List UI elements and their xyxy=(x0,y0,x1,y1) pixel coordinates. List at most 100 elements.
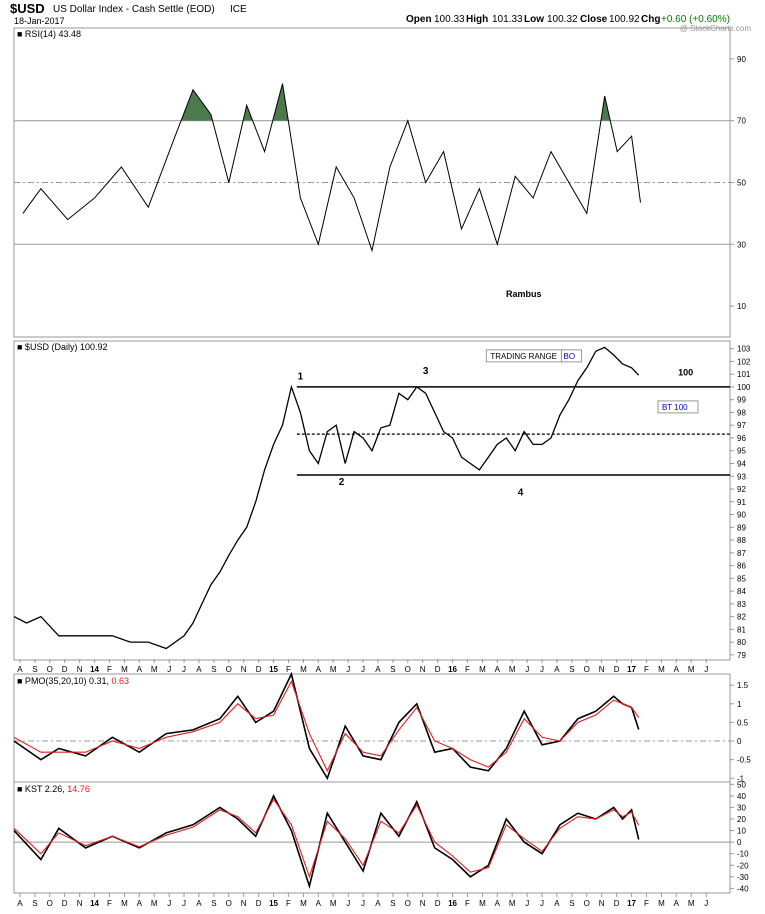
date-tick-label: J xyxy=(182,899,186,908)
price-tick-label: 88 xyxy=(737,536,746,545)
date-tick-label: N xyxy=(241,665,247,674)
date-tick-label: S xyxy=(569,899,574,908)
kst-signal-line xyxy=(13,798,640,879)
kst-tick-label: -20 xyxy=(737,861,749,870)
date-tick-label: A xyxy=(674,899,680,908)
rsi-tick-label: 10 xyxy=(737,302,746,311)
date-tick-label: A xyxy=(554,899,560,908)
close-value: 100.92 xyxy=(609,14,640,25)
date-tick-label: S xyxy=(32,899,37,908)
date-tick-label: J xyxy=(361,899,365,908)
kst-panel: -40 -30 -20 -10 0 10 20 30 40 50 ■ KST 2.26, 14.76 xyxy=(13,780,749,894)
kst-tick-label: 0 xyxy=(737,838,742,847)
pmo-tick-label: -0.5 xyxy=(737,756,751,765)
high-value: 101.33 xyxy=(492,14,523,25)
date-tick-label: J xyxy=(182,665,186,674)
pmo-frame xyxy=(13,673,731,783)
price-tick-label: 85 xyxy=(737,574,746,583)
date-tick-label: N xyxy=(420,665,426,674)
chg-label: Chg xyxy=(641,14,660,25)
price-tick-label: 98 xyxy=(737,408,746,417)
pivot-label: 4 xyxy=(518,487,524,498)
date-tick-label: J xyxy=(525,665,529,674)
kst-tick-label: 20 xyxy=(737,815,746,824)
open-value: 100.33 xyxy=(434,14,465,25)
pivot-label: 1 xyxy=(298,371,304,382)
date-tick-label: J xyxy=(525,899,529,908)
date-tick-label: J xyxy=(540,899,544,908)
date-tick-label: M xyxy=(300,665,307,674)
date-tick-label: 14 xyxy=(90,665,99,674)
chg-value: +0.60 (+0.60%) xyxy=(661,14,730,25)
date-tick-label: A xyxy=(137,899,143,908)
header-symbol: $USD xyxy=(10,1,45,16)
rsi-overbought-fill xyxy=(181,83,611,121)
price-tick-label: 90 xyxy=(737,511,746,520)
date-tick-label: F xyxy=(286,665,291,674)
date-tick-label: M xyxy=(479,899,486,908)
rsi-panel: 10 30 50 70 90 ■ RSI(14) 43.48 Rambus xyxy=(13,27,746,338)
price-legend: ■ $USD (Daily) 100.92 xyxy=(17,342,107,352)
date-tick-label: M xyxy=(658,899,665,908)
price-tick-label: 84 xyxy=(737,587,746,596)
date-tick-label: M xyxy=(121,665,128,674)
level-100-label: 100 xyxy=(678,367,693,377)
date-tick-label: D xyxy=(256,899,262,908)
date-tick-label: D xyxy=(435,665,441,674)
pivot-label: 2 xyxy=(339,477,345,488)
price-tick-label: 81 xyxy=(737,625,746,634)
price-tick-label: 99 xyxy=(737,396,746,405)
price-tick-label: 93 xyxy=(737,472,746,481)
date-tick-label: 17 xyxy=(627,899,636,908)
price-tick-label: 86 xyxy=(737,562,746,571)
date-tick-label: D xyxy=(614,665,620,674)
date-tick-label: J xyxy=(167,665,171,674)
date-tick-label: O xyxy=(47,665,53,674)
date-tick-label: M xyxy=(151,665,158,674)
kst-tick-label: 10 xyxy=(737,827,746,836)
date-tick-label: 16 xyxy=(448,899,457,908)
date-tick-label: J xyxy=(540,665,544,674)
price-tick-label: 97 xyxy=(737,421,746,430)
price-line xyxy=(13,346,640,650)
date-tick-label: S xyxy=(32,665,37,674)
rsi-line xyxy=(22,83,641,253)
rsi-tick-label: 90 xyxy=(737,55,746,64)
date-tick-label: O xyxy=(584,899,590,908)
pmo-tick-label: -1 xyxy=(737,774,745,783)
date-tick-label: D xyxy=(256,665,262,674)
date-tick-label: O xyxy=(47,899,53,908)
date-tick-label: M xyxy=(151,899,158,908)
low-value: 100.32 xyxy=(547,14,578,25)
rambus-label: Rambus xyxy=(506,289,542,299)
pmo-panel: -1 -0.5 0 0.5 1 1.5 ■ PMO(35,20,10) 0.31, 0.63 xyxy=(13,671,751,783)
date-tick-label: N xyxy=(77,665,83,674)
date-tick-label: S xyxy=(211,899,216,908)
date-tick-label: O xyxy=(405,899,411,908)
date-tick-label: A xyxy=(137,665,143,674)
date-tick-label: S xyxy=(390,665,395,674)
pmo-tick-label: 0 xyxy=(737,737,742,746)
date-tick-label: D xyxy=(614,899,620,908)
date-tick-label: A xyxy=(316,665,322,674)
price-tick-label: 95 xyxy=(737,447,746,456)
date-tick-label: O xyxy=(584,665,590,674)
date-tick-label: O xyxy=(226,665,232,674)
date-tick-label: S xyxy=(569,665,574,674)
date-tick-label: M xyxy=(479,665,486,674)
date-tick-label: M xyxy=(688,665,695,674)
date-tick-label: J xyxy=(346,665,350,674)
date-tick-label: S xyxy=(211,665,216,674)
date-tick-label: 14 xyxy=(90,899,99,908)
date-tick-label: F xyxy=(644,665,649,674)
kst-tick-label: -10 xyxy=(737,850,749,859)
date-tick-label: O xyxy=(405,665,411,674)
kst-tick-label: -30 xyxy=(737,873,749,882)
date-tick-label: A xyxy=(375,899,381,908)
date-tick-label: J xyxy=(346,899,350,908)
date-tick-label: M xyxy=(688,899,695,908)
price-tick-label: 87 xyxy=(737,549,746,558)
date-tick-label: N xyxy=(420,899,426,908)
